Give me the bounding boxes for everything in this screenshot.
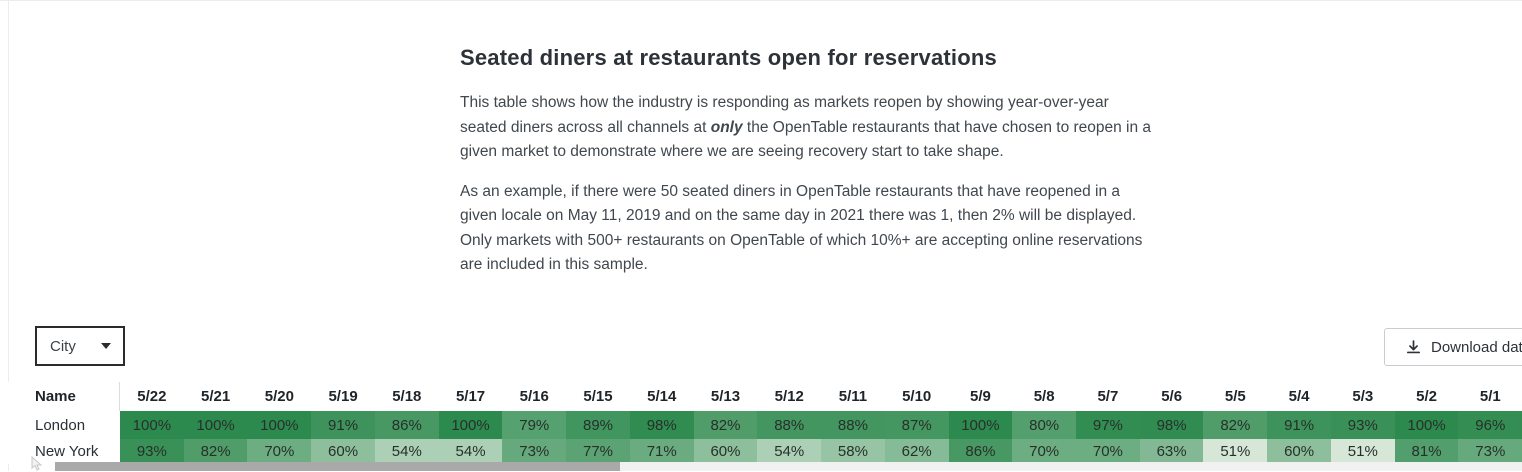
heatmap-cell: 54% — [438, 439, 503, 464]
heatmap-cell: 62% — [884, 439, 949, 464]
heatmap-cell: 80% — [1012, 411, 1077, 439]
description-paragraph-2: As an example, if there were 50 seated d… — [460, 182, 1143, 274]
date-column-header: 5/8 — [1033, 388, 1055, 405]
date-column-header: 5/19 — [328, 388, 358, 405]
table-header-row: Name 5/22 5/21 5/20 5/19 5/18 5/17 5/16 5/15 5/14… — [0, 382, 1522, 411]
heatmap-cell: 91% — [311, 411, 375, 439]
heatmap-cell: 97% — [1076, 411, 1140, 439]
date-column-header: 5/22 — [137, 388, 167, 405]
download-button-label: Download data — [1431, 338, 1522, 356]
description-emphasis: only — [710, 118, 743, 136]
heatmap-cell: 91% — [1267, 411, 1331, 439]
city-filter-value: City — [50, 337, 76, 355]
heatmap-cell: 54% — [374, 439, 439, 464]
download-data-button[interactable]: Download data — [1384, 328, 1522, 366]
date-column-header: 5/15 — [583, 388, 613, 405]
heatmap-cell: 63% — [1139, 439, 1204, 464]
heatmap-cell: 100% — [948, 411, 1013, 439]
table-row: New York 93% 82% 70% 60% 54% 54% 73% 77% 71% 60% 54… — [0, 439, 1522, 464]
date-column-header: 5/1 — [1479, 388, 1501, 405]
heatmap-cell: 86% — [948, 439, 1013, 464]
description-paragraph-1: This table shows how the industry is res… — [460, 91, 1152, 165]
download-icon — [1406, 339, 1421, 353]
heatmap-cell: 60% — [311, 439, 375, 464]
date-column-header: 5/21 — [201, 388, 231, 405]
heatmap-cell: 70% — [1012, 439, 1077, 464]
city-filter-dropdown[interactable]: City — [35, 326, 125, 366]
date-column-header: 5/10 — [902, 388, 932, 405]
heatmap-cell: 82% — [183, 439, 248, 464]
heatmap-cell: 100% — [438, 411, 503, 439]
name-column-header: Name — [0, 382, 120, 411]
heatmap-cell: 60% — [1267, 439, 1331, 464]
heatmap-cell: 98% — [1139, 411, 1204, 439]
heatmap-cell: 86% — [374, 411, 439, 439]
intro-section: Seated diners at restaurants open for re… — [460, 45, 1152, 293]
date-column-header: 5/9 — [969, 388, 991, 405]
description-text: the OpenTable restaurants that have chos… — [460, 118, 1152, 161]
heatmap-cell: 96% — [1458, 411, 1522, 439]
date-column-header: 5/5 — [1224, 388, 1246, 405]
heatmap-cell: 58% — [821, 439, 885, 464]
horizontal-scrollbar-track[interactable] — [55, 462, 1522, 471]
date-column-header: 5/12 — [774, 388, 804, 405]
table-row: London 100% 100% 100% 91% 86% 100% 79% 89% 98% 82%… — [0, 411, 1522, 439]
date-column-header: 5/6 — [1161, 388, 1183, 405]
heatmap-cell: 100% — [183, 411, 248, 439]
left-border-line — [8, 1, 9, 471]
date-column-header: 5/11 — [838, 388, 868, 405]
date-column-header: 5/17 — [455, 388, 486, 405]
heatmap-cell: 71% — [629, 439, 694, 464]
heatmap-cell: 93% — [1330, 411, 1395, 439]
heatmap-cell: 100% — [1394, 411, 1459, 439]
heatmap-cell: 93% — [120, 439, 184, 464]
heatmap-cell: 88% — [821, 411, 885, 439]
table-body: London 100% 100% 100% 91% 86% 100% 79% 89% 98% 82%… — [0, 411, 1522, 464]
description-text: This table shows how the industry is res… — [460, 94, 1109, 136]
date-column-header: 5/4 — [1288, 388, 1310, 405]
date-column-header: 5/7 — [1097, 388, 1119, 405]
heatmap-cell: 79% — [502, 411, 567, 439]
page-title: Seated diners at restaurants open for re… — [460, 45, 997, 70]
date-column-header: 5/14 — [647, 388, 677, 405]
date-column-header: 5/18 — [392, 388, 422, 405]
row-label: New York — [0, 439, 120, 464]
heatmap-cell: 89% — [566, 411, 630, 439]
heatmap-cell: 51% — [1203, 439, 1268, 464]
heatmap-cell: 60% — [693, 439, 758, 464]
heatmap-cell: 88% — [757, 411, 822, 439]
caret-down-icon — [101, 343, 111, 349]
heatmap-cell: 70% — [1076, 439, 1140, 464]
heatmap-cell: 87% — [884, 411, 949, 439]
heatmap-cell: 100% — [247, 411, 312, 439]
heatmap-cell: 73% — [1458, 439, 1522, 464]
heatmap-cell: 81% — [1394, 439, 1459, 464]
date-column-header: 5/2 — [1416, 388, 1437, 405]
heatmap-cell: 100% — [120, 411, 184, 439]
heatmap-cell: 82% — [1203, 411, 1268, 439]
date-column-header: 5/13 — [710, 388, 741, 405]
date-column-header: 5/16 — [519, 388, 549, 405]
heatmap-cell: 73% — [502, 439, 567, 464]
heatmap-cell: 51% — [1330, 439, 1395, 464]
horizontal-scrollbar-thumb[interactable] — [55, 462, 620, 471]
heatmap-cell: 82% — [693, 411, 758, 439]
heatmap-cell: 54% — [757, 439, 822, 464]
date-column-header: 5/3 — [1352, 388, 1374, 405]
date-column-header: 5/20 — [264, 388, 294, 405]
heatmap-cell: 77% — [566, 439, 630, 464]
row-label: London — [0, 411, 120, 439]
heatmap-cell: 70% — [247, 439, 312, 464]
heatmap-table: Name 5/22 5/21 5/20 5/19 5/18 5/17 5/16 5/15 5/14… — [0, 382, 1522, 464]
mouse-cursor-icon — [31, 456, 43, 471]
heatmap-cell: 98% — [629, 411, 694, 439]
